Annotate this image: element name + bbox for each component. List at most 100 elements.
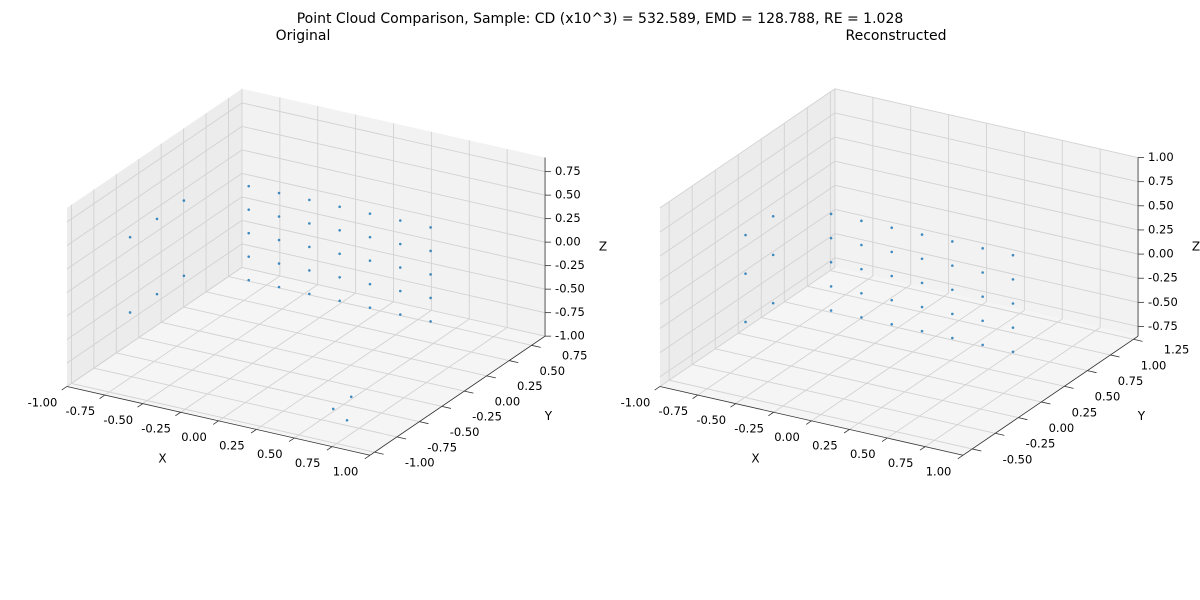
grid-line bbox=[66, 173, 243, 293]
x-tick-label: -0.25 bbox=[141, 421, 171, 435]
grid-line bbox=[241, 196, 546, 267]
point bbox=[398, 242, 402, 246]
grid-line bbox=[66, 102, 243, 223]
point bbox=[829, 260, 833, 264]
grid-line bbox=[659, 257, 836, 378]
x-axis-line bbox=[66, 386, 371, 456]
y-tick-label: -0.50 bbox=[1003, 452, 1033, 466]
grid-line bbox=[659, 184, 836, 305]
tick-mark bbox=[1133, 338, 1143, 342]
point bbox=[860, 219, 863, 223]
tick-mark bbox=[806, 420, 812, 425]
point bbox=[338, 252, 341, 256]
point bbox=[277, 262, 281, 265]
y-tick-label: 0.00 bbox=[495, 394, 521, 408]
x-axis-label: X bbox=[751, 451, 759, 465]
z-axis-label: Z bbox=[1192, 239, 1200, 253]
point bbox=[829, 285, 833, 288]
grid-line bbox=[735, 284, 911, 405]
pane-x bbox=[659, 88, 835, 387]
tick-mark bbox=[692, 394, 699, 399]
point bbox=[368, 259, 372, 262]
y-tick-label: -0.25 bbox=[1026, 437, 1056, 451]
point bbox=[829, 212, 833, 216]
tick-mark bbox=[419, 421, 429, 425]
grid-line bbox=[807, 285, 1111, 356]
grid-line bbox=[834, 88, 1139, 158]
grid-line bbox=[659, 209, 836, 329]
x-tick-label: -0.50 bbox=[696, 413, 726, 427]
grid-line bbox=[104, 275, 281, 396]
point bbox=[247, 208, 251, 211]
x-tick-label: 0.50 bbox=[850, 447, 876, 461]
point bbox=[744, 272, 747, 275]
grid-line bbox=[834, 160, 1139, 231]
y-tick-label: 1.00 bbox=[1141, 358, 1167, 372]
z-tick-label: -0.25 bbox=[1148, 271, 1178, 285]
grid-line bbox=[241, 243, 546, 314]
grid-line bbox=[697, 275, 874, 396]
point bbox=[829, 309, 833, 312]
point bbox=[890, 322, 894, 326]
tick-mark bbox=[730, 403, 736, 408]
point bbox=[308, 292, 311, 296]
grid-line bbox=[116, 352, 420, 423]
grid-line bbox=[241, 102, 546, 173]
point bbox=[920, 233, 924, 236]
point bbox=[860, 316, 863, 319]
tick-mark bbox=[99, 394, 106, 399]
point bbox=[920, 257, 924, 261]
grid-line bbox=[241, 149, 546, 220]
grid-line bbox=[659, 160, 836, 281]
z-tick-label: 0.00 bbox=[1148, 247, 1174, 261]
grid-line bbox=[66, 220, 243, 340]
y-tick-label: 0.00 bbox=[1049, 421, 1075, 435]
tick-mark bbox=[364, 454, 371, 460]
grid-line bbox=[761, 317, 1065, 387]
y-axis-label: Y bbox=[544, 409, 553, 423]
grid-line bbox=[849, 309, 1025, 430]
point bbox=[155, 292, 159, 296]
point bbox=[345, 418, 349, 422]
point bbox=[890, 226, 894, 230]
point bbox=[981, 247, 984, 250]
grid-line bbox=[887, 318, 1063, 439]
z-tick-label: -0.75 bbox=[1148, 319, 1178, 333]
tick-mark bbox=[137, 403, 143, 408]
y-tick-label: 0.75 bbox=[562, 349, 588, 363]
grid-line bbox=[66, 196, 243, 317]
grid-line bbox=[66, 149, 243, 270]
point bbox=[308, 198, 311, 202]
point bbox=[860, 291, 863, 295]
figure-title: Point Cloud Comparison, Sample: CD (x10^… bbox=[297, 11, 904, 27]
point bbox=[1011, 326, 1015, 329]
grid-line bbox=[830, 270, 1134, 340]
point bbox=[308, 269, 311, 272]
grid-line bbox=[256, 309, 432, 430]
grid-line bbox=[241, 172, 546, 243]
x-tick-label: 0.50 bbox=[257, 447, 283, 461]
grid-line bbox=[659, 267, 836, 387]
point bbox=[398, 313, 402, 316]
tick-mark bbox=[326, 446, 333, 451]
point bbox=[981, 271, 984, 274]
tick-mark bbox=[768, 411, 774, 417]
z-tick-label: -0.50 bbox=[1148, 295, 1178, 309]
x-tick-label: 1.00 bbox=[926, 464, 952, 478]
grid-line bbox=[66, 267, 243, 387]
tick-mark bbox=[1041, 401, 1051, 405]
y-axis-line bbox=[369, 335, 546, 456]
grid-line bbox=[773, 292, 949, 413]
z-tick-label: 0.50 bbox=[1148, 198, 1174, 212]
point bbox=[951, 312, 954, 316]
y-tick-label: 1.25 bbox=[1164, 343, 1190, 357]
point bbox=[981, 319, 984, 323]
x-tick-label: 0.00 bbox=[774, 430, 800, 444]
point bbox=[429, 320, 432, 323]
point bbox=[398, 289, 402, 293]
tick-mark bbox=[972, 448, 982, 452]
grid-line bbox=[93, 367, 398, 438]
point bbox=[368, 212, 372, 215]
y-tick-label: -0.25 bbox=[472, 410, 502, 424]
grid-line bbox=[71, 382, 375, 453]
